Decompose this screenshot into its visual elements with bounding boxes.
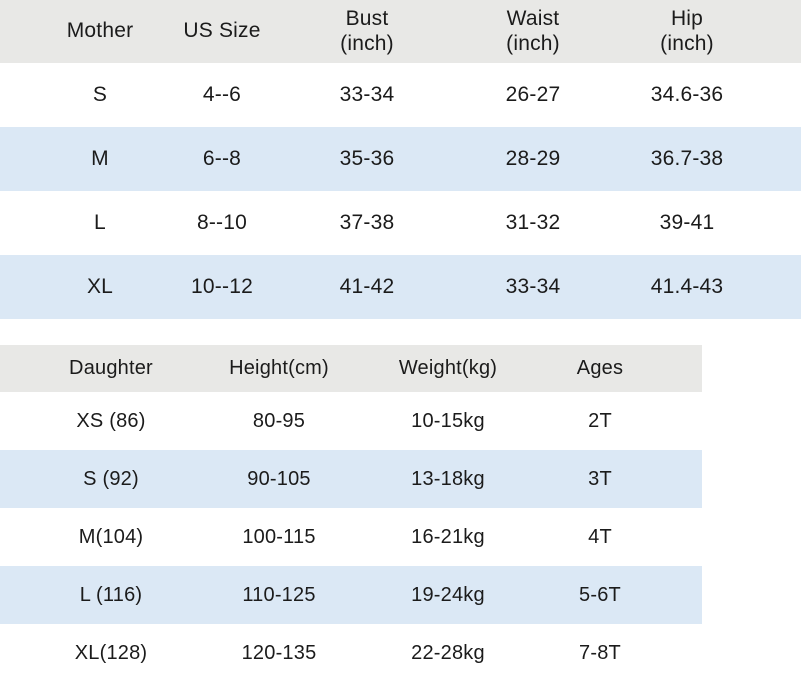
column-header-label: Waist [506,7,560,31]
table-row-size-xs-86: XS (86) 80-95 10-15kg 2T [0,392,702,450]
size-cell: 10--12 [191,275,253,298]
mother-table-header-row: Mother US Size Bust (inch) Waist (inch) … [0,0,801,63]
size-cell: 36.7-38 [650,147,724,170]
size-cell: S [92,83,108,106]
size-cell: 7-8T [579,641,621,664]
table-row-size-m: M 6--8 35-36 28-29 36.7-38 [0,127,801,191]
size-cell: 8--10 [196,211,248,234]
size-cell: M [91,147,109,170]
table-row-size-xl-128: XL(128) 120-135 22-28kg 7-8T [0,624,702,682]
column-header-ages: Ages [576,357,624,379]
size-cell: 3T [588,467,612,490]
column-header-label: Hip [670,7,704,31]
size-cell: 31-32 [505,211,561,234]
size-cell: 90-105 [247,467,311,490]
size-cell: 39-41 [659,211,715,234]
daughter-size-table: Daughter Height(cm) Weight(kg) Ages XS (… [0,345,801,682]
column-header-label: Mother [66,19,134,43]
table-row-size-l-116: L (116) 110-125 19-24kg 5-6T [0,566,702,624]
size-cell: 4--6 [202,83,242,106]
column-header-daughter: Daughter [69,357,153,379]
table-row-size-s-92: S (92) 90-105 13-18kg 3T [0,450,702,508]
column-header-waist: Waist (inch) [470,0,596,63]
column-header-weight: Weight(kg) [398,357,498,379]
size-cell: 19-24kg [411,583,485,606]
size-cell: 28-29 [505,147,561,170]
size-cell: 4T [588,525,612,548]
size-cell: 35-36 [339,147,395,170]
size-cell: 6--8 [202,147,242,170]
size-cell: L [94,211,106,234]
table-row-size-l: L 8--10 37-38 31-32 39-41 [0,191,801,255]
column-header-sub: (inch) [660,31,714,55]
size-cell: 37-38 [339,211,395,234]
column-header-height: Height(cm) [229,357,329,379]
size-cell: M(104) [78,525,144,548]
size-cell: 41-42 [339,275,395,298]
table-row-size-m-104: M(104) 100-115 16-21kg 4T [0,508,702,566]
table-row-size-s: S 4--6 33-34 26-27 34.6-36 [0,63,801,127]
size-cell: 10-15kg [411,409,485,432]
size-cell: 33-34 [505,275,561,298]
size-cell: 2T [588,409,612,432]
size-cell: 26-27 [505,83,561,106]
column-header-us-size: US Size [180,0,264,63]
column-header-sub: (inch) [340,31,394,55]
column-header-label: US Size [183,19,261,43]
size-cell: XS (86) [76,409,146,432]
size-cell: 80-95 [252,409,306,432]
size-cell: 34.6-36 [650,83,724,106]
size-cell: 22-28kg [411,641,485,664]
column-header-label: Bust [345,7,389,31]
size-cell: 41.4-43 [650,275,724,298]
size-cell: 5-6T [579,583,621,606]
column-header-bust: Bust (inch) [264,0,470,63]
size-cell: XL [86,275,114,298]
size-cell: 16-21kg [411,525,485,548]
mother-size-table: Mother US Size Bust (inch) Waist (inch) … [0,0,801,319]
daughter-table-header-row: Daughter Height(cm) Weight(kg) Ages [0,345,702,392]
table-row-size-xl: XL 10--12 41-42 33-34 41.4-43 [0,255,801,319]
column-header-hip: Hip (inch) [596,0,778,63]
size-cell: 33-34 [339,83,395,106]
column-header-sub: (inch) [506,31,560,55]
size-cell: S (92) [83,467,139,490]
size-cell: 13-18kg [411,467,485,490]
size-cell: L (116) [79,583,143,606]
column-header-mother: Mother [20,0,180,63]
size-cell: 110-125 [242,583,316,606]
size-cell: 100-115 [242,525,316,548]
size-cell: 120-135 [241,641,317,664]
size-cell: XL(128) [74,641,148,664]
